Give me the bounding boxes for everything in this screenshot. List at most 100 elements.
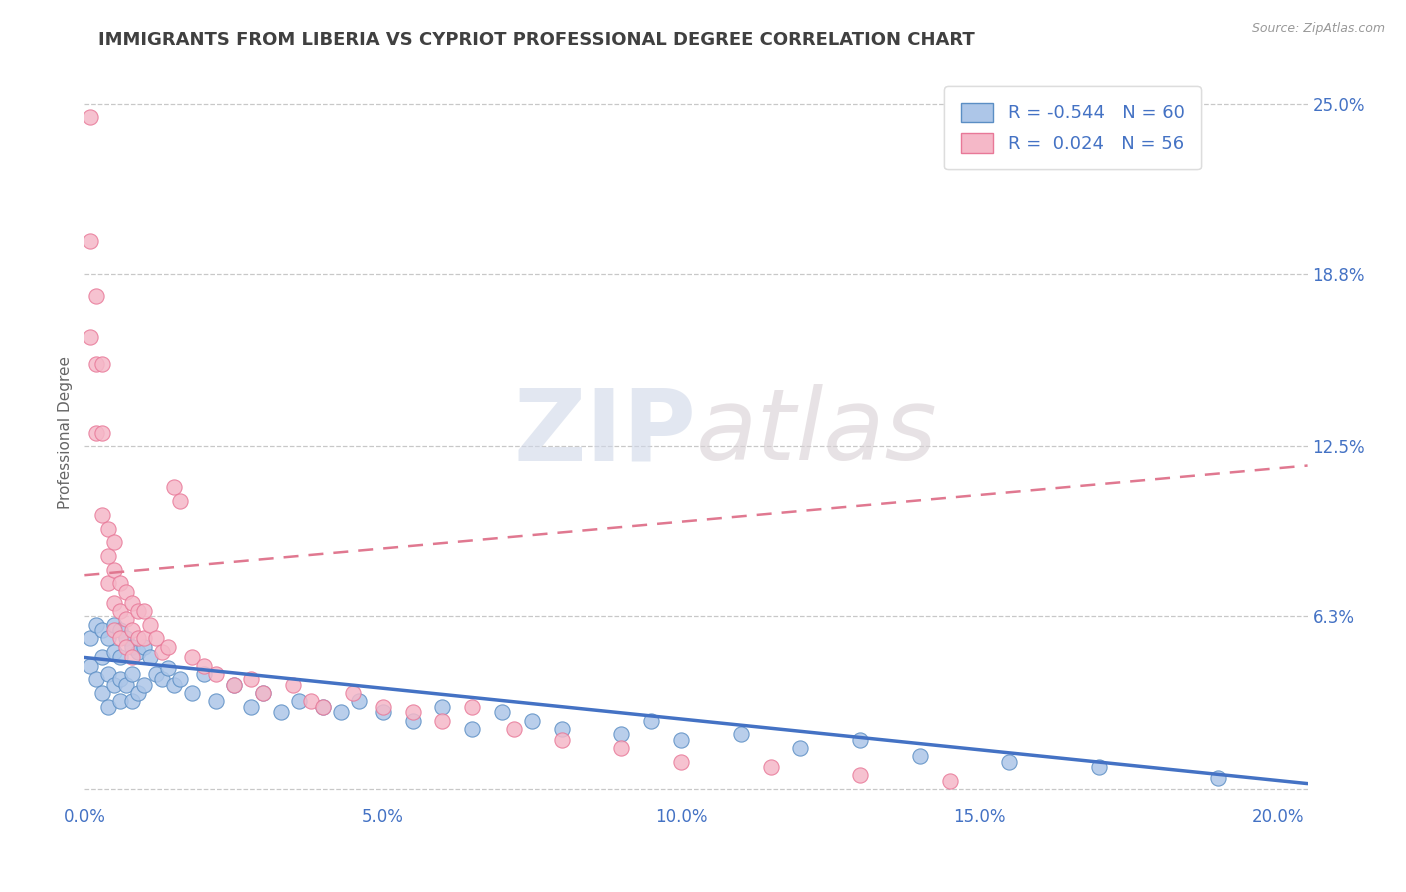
Point [150, 673, 173, 687]
Point [79, 632, 101, 646]
Point [108, 604, 131, 618]
Point [132, 640, 155, 654]
Point [432, 714, 454, 728]
Point [84, 288, 107, 302]
Point [121, 694, 143, 708]
Point [139, 617, 162, 632]
Point [432, 699, 454, 714]
Point [91, 623, 114, 637]
Point [127, 645, 149, 659]
Point [180, 650, 202, 665]
Point [180, 686, 202, 700]
Point [103, 596, 125, 610]
Point [84, 673, 107, 687]
Point [849, 768, 872, 782]
Point [103, 563, 125, 577]
Point [669, 755, 692, 769]
Point [461, 722, 484, 736]
Point [115, 678, 138, 692]
Point [204, 694, 226, 708]
Point [283, 678, 305, 692]
Point [103, 645, 125, 659]
Point [551, 722, 574, 736]
Point [121, 596, 143, 610]
Point [610, 741, 633, 756]
Point [342, 686, 364, 700]
Point [91, 508, 114, 522]
Point [759, 760, 782, 774]
Point [91, 686, 114, 700]
Point [97, 699, 120, 714]
Point [145, 667, 167, 681]
Point [288, 694, 311, 708]
Point [84, 617, 107, 632]
Point [115, 584, 138, 599]
Point [127, 632, 149, 646]
Point [252, 686, 274, 700]
Point [1087, 760, 1109, 774]
Point [252, 686, 274, 700]
Point [91, 425, 114, 440]
Point [108, 673, 131, 687]
Point [97, 549, 120, 563]
Point [121, 667, 143, 681]
Point [640, 714, 662, 728]
Point [669, 732, 692, 747]
Point [270, 706, 292, 720]
Point [79, 234, 101, 248]
Point [222, 678, 245, 692]
Point [84, 357, 107, 371]
Point [193, 658, 215, 673]
Point [103, 623, 125, 637]
Point [79, 110, 101, 124]
Point [938, 773, 960, 788]
Point [145, 632, 167, 646]
Point [998, 755, 1021, 769]
Point [461, 699, 484, 714]
Point [1206, 771, 1229, 785]
Point [240, 699, 263, 714]
Text: IMMIGRANTS FROM LIBERIA VS CYPRIOT PROFESSIONAL DEGREE CORRELATION CHART: IMMIGRANTS FROM LIBERIA VS CYPRIOT PROFE… [98, 31, 976, 49]
Point [849, 732, 872, 747]
Point [115, 640, 138, 654]
Point [132, 604, 155, 618]
Point [127, 686, 149, 700]
Point [371, 706, 394, 720]
Text: ZIP: ZIP [513, 384, 696, 481]
Point [108, 623, 131, 637]
Point [97, 667, 120, 681]
Point [347, 694, 370, 708]
Point [163, 678, 186, 692]
Point [91, 650, 114, 665]
Point [108, 632, 131, 646]
Point [551, 732, 574, 747]
Point [115, 632, 138, 646]
Point [121, 650, 143, 665]
Point [312, 699, 335, 714]
Point [108, 576, 131, 591]
Point [240, 673, 263, 687]
Point [163, 480, 186, 494]
Point [84, 425, 107, 440]
Point [169, 494, 191, 508]
Point [371, 699, 394, 714]
Point [97, 576, 120, 591]
Y-axis label: Professional Degree: Professional Degree [58, 356, 73, 509]
Text: Source: ZipAtlas.com: Source: ZipAtlas.com [1251, 22, 1385, 36]
Point [103, 535, 125, 549]
Point [97, 522, 120, 536]
Point [132, 632, 155, 646]
Point [79, 329, 101, 343]
Point [108, 694, 131, 708]
Point [169, 673, 191, 687]
Text: atlas: atlas [696, 384, 938, 481]
Point [503, 722, 526, 736]
Legend: R = -0.544   N = 60, R =  0.024   N = 56: R = -0.544 N = 60, R = 0.024 N = 56 [945, 87, 1201, 169]
Point [103, 678, 125, 692]
Point [329, 706, 352, 720]
Point [79, 658, 101, 673]
Point [115, 612, 138, 626]
Point [193, 667, 215, 681]
Point [222, 678, 245, 692]
Point [401, 714, 423, 728]
